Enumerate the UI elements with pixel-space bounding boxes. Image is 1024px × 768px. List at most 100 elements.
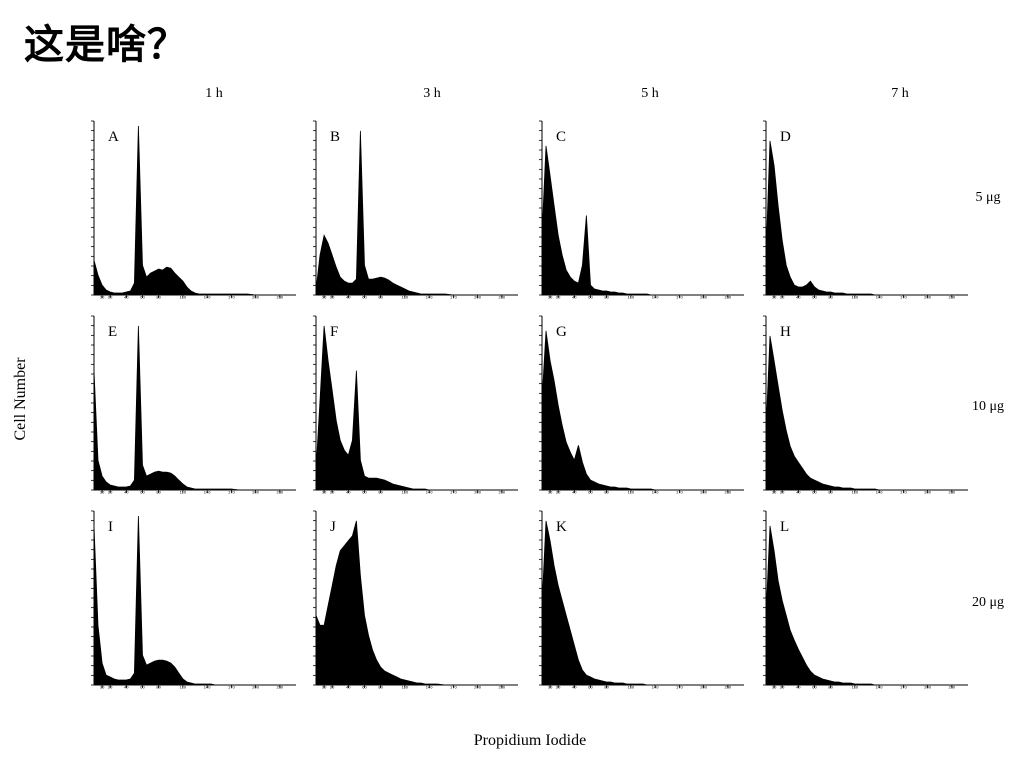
x-tick-label: 230 [498, 490, 505, 495]
histogram-area [541, 330, 744, 491]
x-tick-label: 140 [426, 685, 433, 690]
x-tick-label: 80 [604, 490, 609, 495]
histogram-panel-a: 10 20 40 60 80 110 140 170 200 230 A [80, 115, 300, 300]
x-tick-label: 60 [812, 490, 817, 495]
x-tick-label: 200 [474, 685, 481, 690]
x-tick-label: 80 [604, 295, 609, 300]
histogram-plot: 10 20 40 60 80 110 140 170 200 230 [763, 120, 968, 300]
histogram-area [315, 520, 518, 686]
x-tick-label: 110 [180, 685, 187, 690]
panel-label: D [780, 129, 791, 145]
x-tick-label: 20 [330, 685, 335, 690]
x-tick-label: 20 [108, 295, 113, 300]
x-tick-label: 170 [450, 295, 457, 300]
histogram-plot: 10 20 40 60 80 110 140 170 200 230 [91, 120, 296, 300]
histogram-panel-i: 10 20 40 60 80 110 140 170 200 230 I [80, 505, 300, 690]
x-tick-label: 140 [426, 490, 433, 495]
x-tick-label: 230 [724, 685, 731, 690]
panel-label: C [556, 129, 567, 145]
x-tick-label: 60 [588, 685, 593, 690]
panel-label: A [108, 129, 119, 145]
histogram-panel-j: 10 20 40 60 80 110 140 170 200 230 J [302, 505, 522, 690]
histogram-panel-c: 10 20 40 60 80 110 140 170 200 230 C [528, 115, 748, 300]
panel-label: J [330, 519, 336, 535]
x-tick-label: 110 [852, 490, 859, 495]
x-tick-label: 110 [180, 295, 187, 300]
x-tick-label: 60 [812, 685, 817, 690]
histogram-panel-f: 10 20 40 60 80 110 140 170 200 230 F [302, 310, 522, 495]
x-tick-label: 60 [362, 490, 367, 495]
histogram-area [765, 525, 968, 686]
histogram-panel-g: 10 20 40 60 80 110 140 170 200 230 G [528, 310, 748, 495]
x-tick-label: 10 [548, 295, 553, 300]
x-tick-label: 200 [252, 685, 259, 690]
x-tick-label: 230 [276, 490, 283, 495]
column-label: 5 h [641, 86, 659, 101]
histogram-area [765, 140, 968, 296]
x-tick-label: 200 [700, 295, 707, 300]
x-tick-label: 170 [900, 490, 907, 495]
x-tick-label: 80 [828, 685, 833, 690]
x-tick-label: 60 [362, 295, 367, 300]
x-tick-label: 110 [852, 685, 859, 690]
histogram-plot: 10 20 40 60 80 110 140 170 200 230 [763, 510, 968, 690]
x-tick-label: 80 [378, 490, 383, 495]
x-tick-label: 140 [876, 295, 883, 300]
histogram-plot: 10 20 40 60 80 110 140 170 200 230 [91, 315, 296, 495]
x-tick-label: 230 [948, 685, 955, 690]
x-tick-label: 10 [772, 490, 777, 495]
x-tick-label: 200 [700, 685, 707, 690]
x-tick-label: 140 [652, 685, 659, 690]
x-tick-label: 110 [628, 490, 635, 495]
panel-label: B [330, 129, 341, 145]
x-axis-title: Propidium Iodide [473, 732, 587, 749]
x-tick-label: 40 [796, 295, 801, 300]
x-tick-label: 60 [812, 295, 817, 300]
panel-label: G [556, 324, 567, 340]
x-tick-label: 80 [378, 295, 383, 300]
x-tick-label: 40 [346, 295, 351, 300]
histogram-panel-h: 10 20 40 60 80 110 140 170 200 230 H [752, 310, 972, 495]
histogram-plot: 10 20 40 60 80 110 140 170 200 230 [91, 510, 296, 690]
x-tick-label: 10 [322, 295, 327, 300]
x-tick-label: 170 [900, 685, 907, 690]
x-tick-label: 170 [676, 685, 683, 690]
histogram-area [93, 515, 296, 686]
x-tick-label: 80 [156, 685, 161, 690]
x-tick-label: 230 [276, 685, 283, 690]
x-tick-label: 20 [556, 685, 561, 690]
column-label: 1 h [205, 86, 223, 101]
x-tick-label: 140 [204, 295, 211, 300]
x-tick-label: 20 [556, 295, 561, 300]
histogram-area [315, 130, 518, 296]
x-tick-label: 10 [100, 685, 105, 690]
x-tick-label: 140 [426, 295, 433, 300]
slide-title: 这是啥？ [24, 22, 188, 68]
x-tick-label: 80 [156, 490, 161, 495]
x-tick-label: 110 [852, 295, 859, 300]
x-tick-label: 40 [124, 490, 129, 495]
x-tick-label: 200 [924, 685, 931, 690]
histogram-area [765, 335, 968, 491]
row-label: 20 μg [971, 595, 1004, 610]
x-tick-label: 20 [780, 685, 785, 690]
x-tick-label: 20 [108, 685, 113, 690]
x-tick-label: 80 [378, 685, 383, 690]
x-tick-label: 200 [924, 295, 931, 300]
x-tick-label: 140 [652, 490, 659, 495]
histogram-panel-k: 10 20 40 60 80 110 140 170 200 230 K [528, 505, 748, 690]
x-tick-label: 20 [780, 490, 785, 495]
x-tick-label: 80 [156, 295, 161, 300]
x-tick-label: 230 [948, 490, 955, 495]
x-tick-label: 40 [796, 685, 801, 690]
histogram-plot: 10 20 40 60 80 110 140 170 200 230 [763, 315, 968, 495]
row-label: 5 μg [975, 190, 1001, 205]
x-tick-label: 10 [772, 685, 777, 690]
x-tick-label: 110 [402, 685, 409, 690]
x-tick-label: 170 [228, 295, 235, 300]
y-axis-title: Cell Number [12, 357, 29, 441]
column-label: 3 h [423, 86, 441, 101]
x-tick-label: 10 [772, 295, 777, 300]
panel-label: H [780, 324, 791, 340]
x-tick-label: 10 [548, 685, 553, 690]
